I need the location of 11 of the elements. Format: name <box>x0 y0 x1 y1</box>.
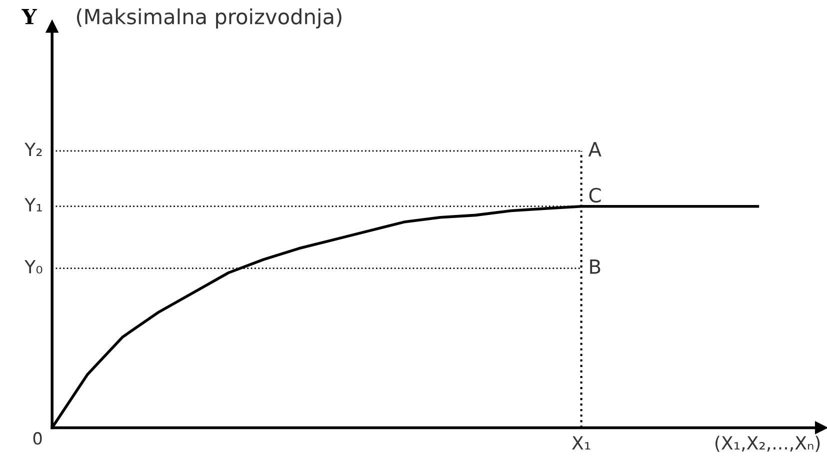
annotation: B <box>590 260 600 274</box>
text: C <box>589 188 601 203</box>
text: Y <box>22 8 37 24</box>
ref-line-label: Y₀ <box>24 260 42 274</box>
ref-line-label: Y₂ <box>24 142 42 156</box>
ref-line-label: Y₁ <box>24 198 42 212</box>
text: 0 <box>33 432 42 445</box>
x-axis-title: (X₁,X₂,...,Xₙ) <box>715 436 820 452</box>
text: A <box>588 142 602 156</box>
text: X₁ <box>572 436 590 450</box>
chart-title: (Maksimalna proizvodnja) <box>76 8 342 29</box>
